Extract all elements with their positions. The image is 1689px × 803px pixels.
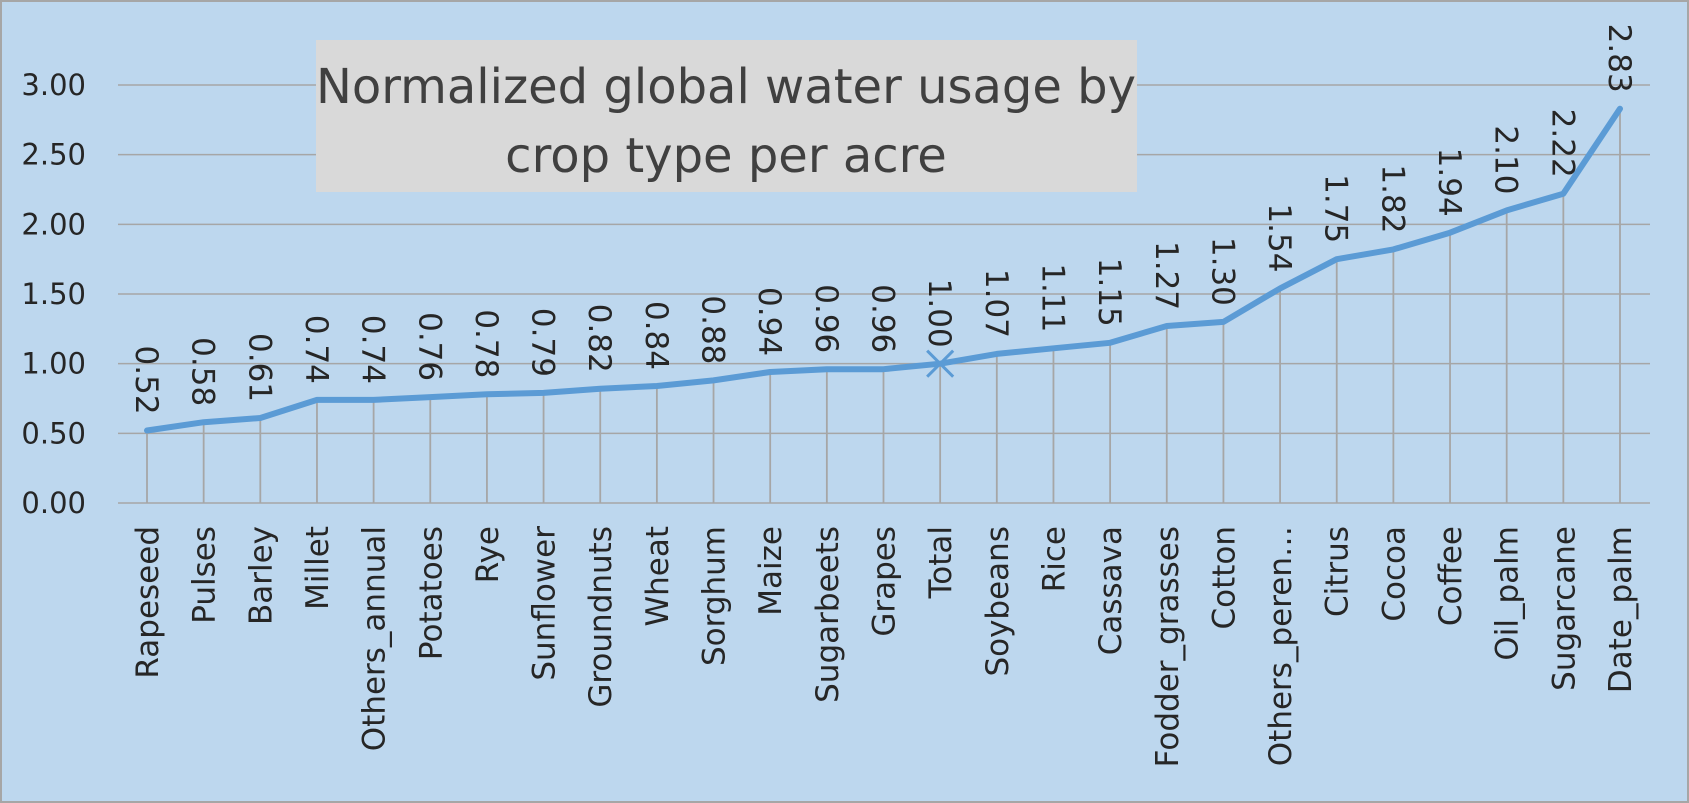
chart-title: Normalized global water usage by crop ty… — [316, 40, 1137, 192]
x-category-label: Rapeseed — [130, 526, 166, 679]
x-category-label: Date_palm — [1603, 526, 1639, 693]
x-category-label: Rice — [1036, 526, 1072, 592]
x-category-label: Rye — [470, 526, 506, 583]
x-category-label: Millet — [300, 526, 336, 610]
series-line — [144, 105, 1623, 434]
x-category-label: Soybeans — [980, 526, 1016, 677]
y-tick-label: 1.00 — [21, 347, 86, 381]
x-category-label: Total — [923, 526, 959, 599]
data-label: 1.75 — [1318, 174, 1354, 243]
data-label: 1.54 — [1261, 203, 1297, 272]
data-label: 1.00 — [921, 279, 957, 348]
marker-stroke — [926, 349, 955, 378]
data-label: 0.74 — [298, 315, 334, 384]
data-labels: 0.52 0.58 0.61 0.74 0.74 0.76 0.78 0.79 0.82 0.84… — [128, 24, 1637, 415]
x-category-label: Groundnuts — [583, 526, 619, 708]
x-category-label: Sugarcane — [1546, 526, 1582, 691]
data-label: 1.27 — [1148, 241, 1184, 310]
data-label: 0.76 — [411, 312, 447, 381]
y-tick-label: 3.00 — [21, 68, 86, 102]
x-category-label: Fodder_grasses — [1150, 526, 1186, 767]
x-category-label: Barley — [243, 526, 279, 625]
data-label: 0.84 — [638, 301, 674, 370]
x-category-label: Cotton — [1206, 526, 1242, 630]
data-label: 0.94 — [751, 287, 787, 356]
highlight-marker — [926, 349, 955, 378]
y-axis: 0.00 0.50 1.00 1.50 2.00 2.50 3.00 — [21, 68, 86, 520]
data-label: 0.61 — [241, 333, 277, 402]
data-label: 0.78 — [468, 309, 504, 378]
x-category-label: Citrus — [1320, 526, 1356, 617]
data-label: 0.52 — [128, 346, 164, 415]
data-label: 1.82 — [1374, 164, 1410, 233]
x-category-label: Wheat — [640, 526, 676, 627]
y-tick-label: 0.50 — [21, 416, 86, 450]
y-tick-label: 2.00 — [21, 207, 86, 241]
x-category-label: Sorghum — [697, 526, 733, 666]
x-category-label: Oil_palm — [1490, 526, 1526, 661]
data-label: 0.88 — [695, 295, 731, 364]
data-label: 2.83 — [1601, 24, 1637, 93]
title-box — [316, 40, 1137, 192]
chart-title-line-2: crop type per acre — [505, 128, 947, 184]
x-category-label: Others_annual — [357, 526, 393, 751]
data-label: 1.94 — [1431, 148, 1467, 217]
x-axis: Rapeseed Pulses Barley Millet Others_annual P… — [130, 526, 1639, 768]
x-category-label: Coffee — [1433, 526, 1469, 626]
data-label: 0.58 — [185, 337, 221, 406]
x-category-label: Potatoes — [413, 526, 449, 660]
series — [144, 105, 1623, 434]
data-label: 1.07 — [978, 269, 1014, 338]
data-label: 1.11 — [1034, 263, 1070, 332]
y-tick-label: 2.50 — [21, 138, 86, 172]
y-tick-label: 0.00 — [21, 486, 86, 520]
y-tick-label: 1.50 — [21, 277, 86, 311]
drop-lines — [146, 108, 1621, 503]
x-category-label: Grapes — [867, 526, 903, 637]
x-category-label: Pulses — [187, 526, 223, 624]
x-category-label: Cocoa — [1376, 526, 1412, 622]
data-label: 0.82 — [581, 304, 617, 373]
x-category-label: Sunflower — [527, 526, 563, 681]
data-label: 2.10 — [1488, 125, 1524, 194]
chart-title-line-1: Normalized global water usage by — [316, 59, 1136, 115]
x-category-label: Sugarbeets — [810, 526, 846, 703]
data-label: 1.15 — [1091, 258, 1127, 327]
data-label: 0.74 — [355, 315, 391, 384]
data-label: 0.96 — [865, 284, 901, 353]
x-category-label: Cassava — [1093, 526, 1129, 655]
data-label: 0.79 — [525, 308, 561, 377]
data-label: 2.22 — [1544, 109, 1580, 178]
data-label: 1.30 — [1204, 237, 1240, 306]
x-category-label: Maize — [753, 526, 789, 616]
x-category-label: Others_peren… — [1263, 526, 1299, 766]
data-label: 0.96 — [808, 284, 844, 353]
